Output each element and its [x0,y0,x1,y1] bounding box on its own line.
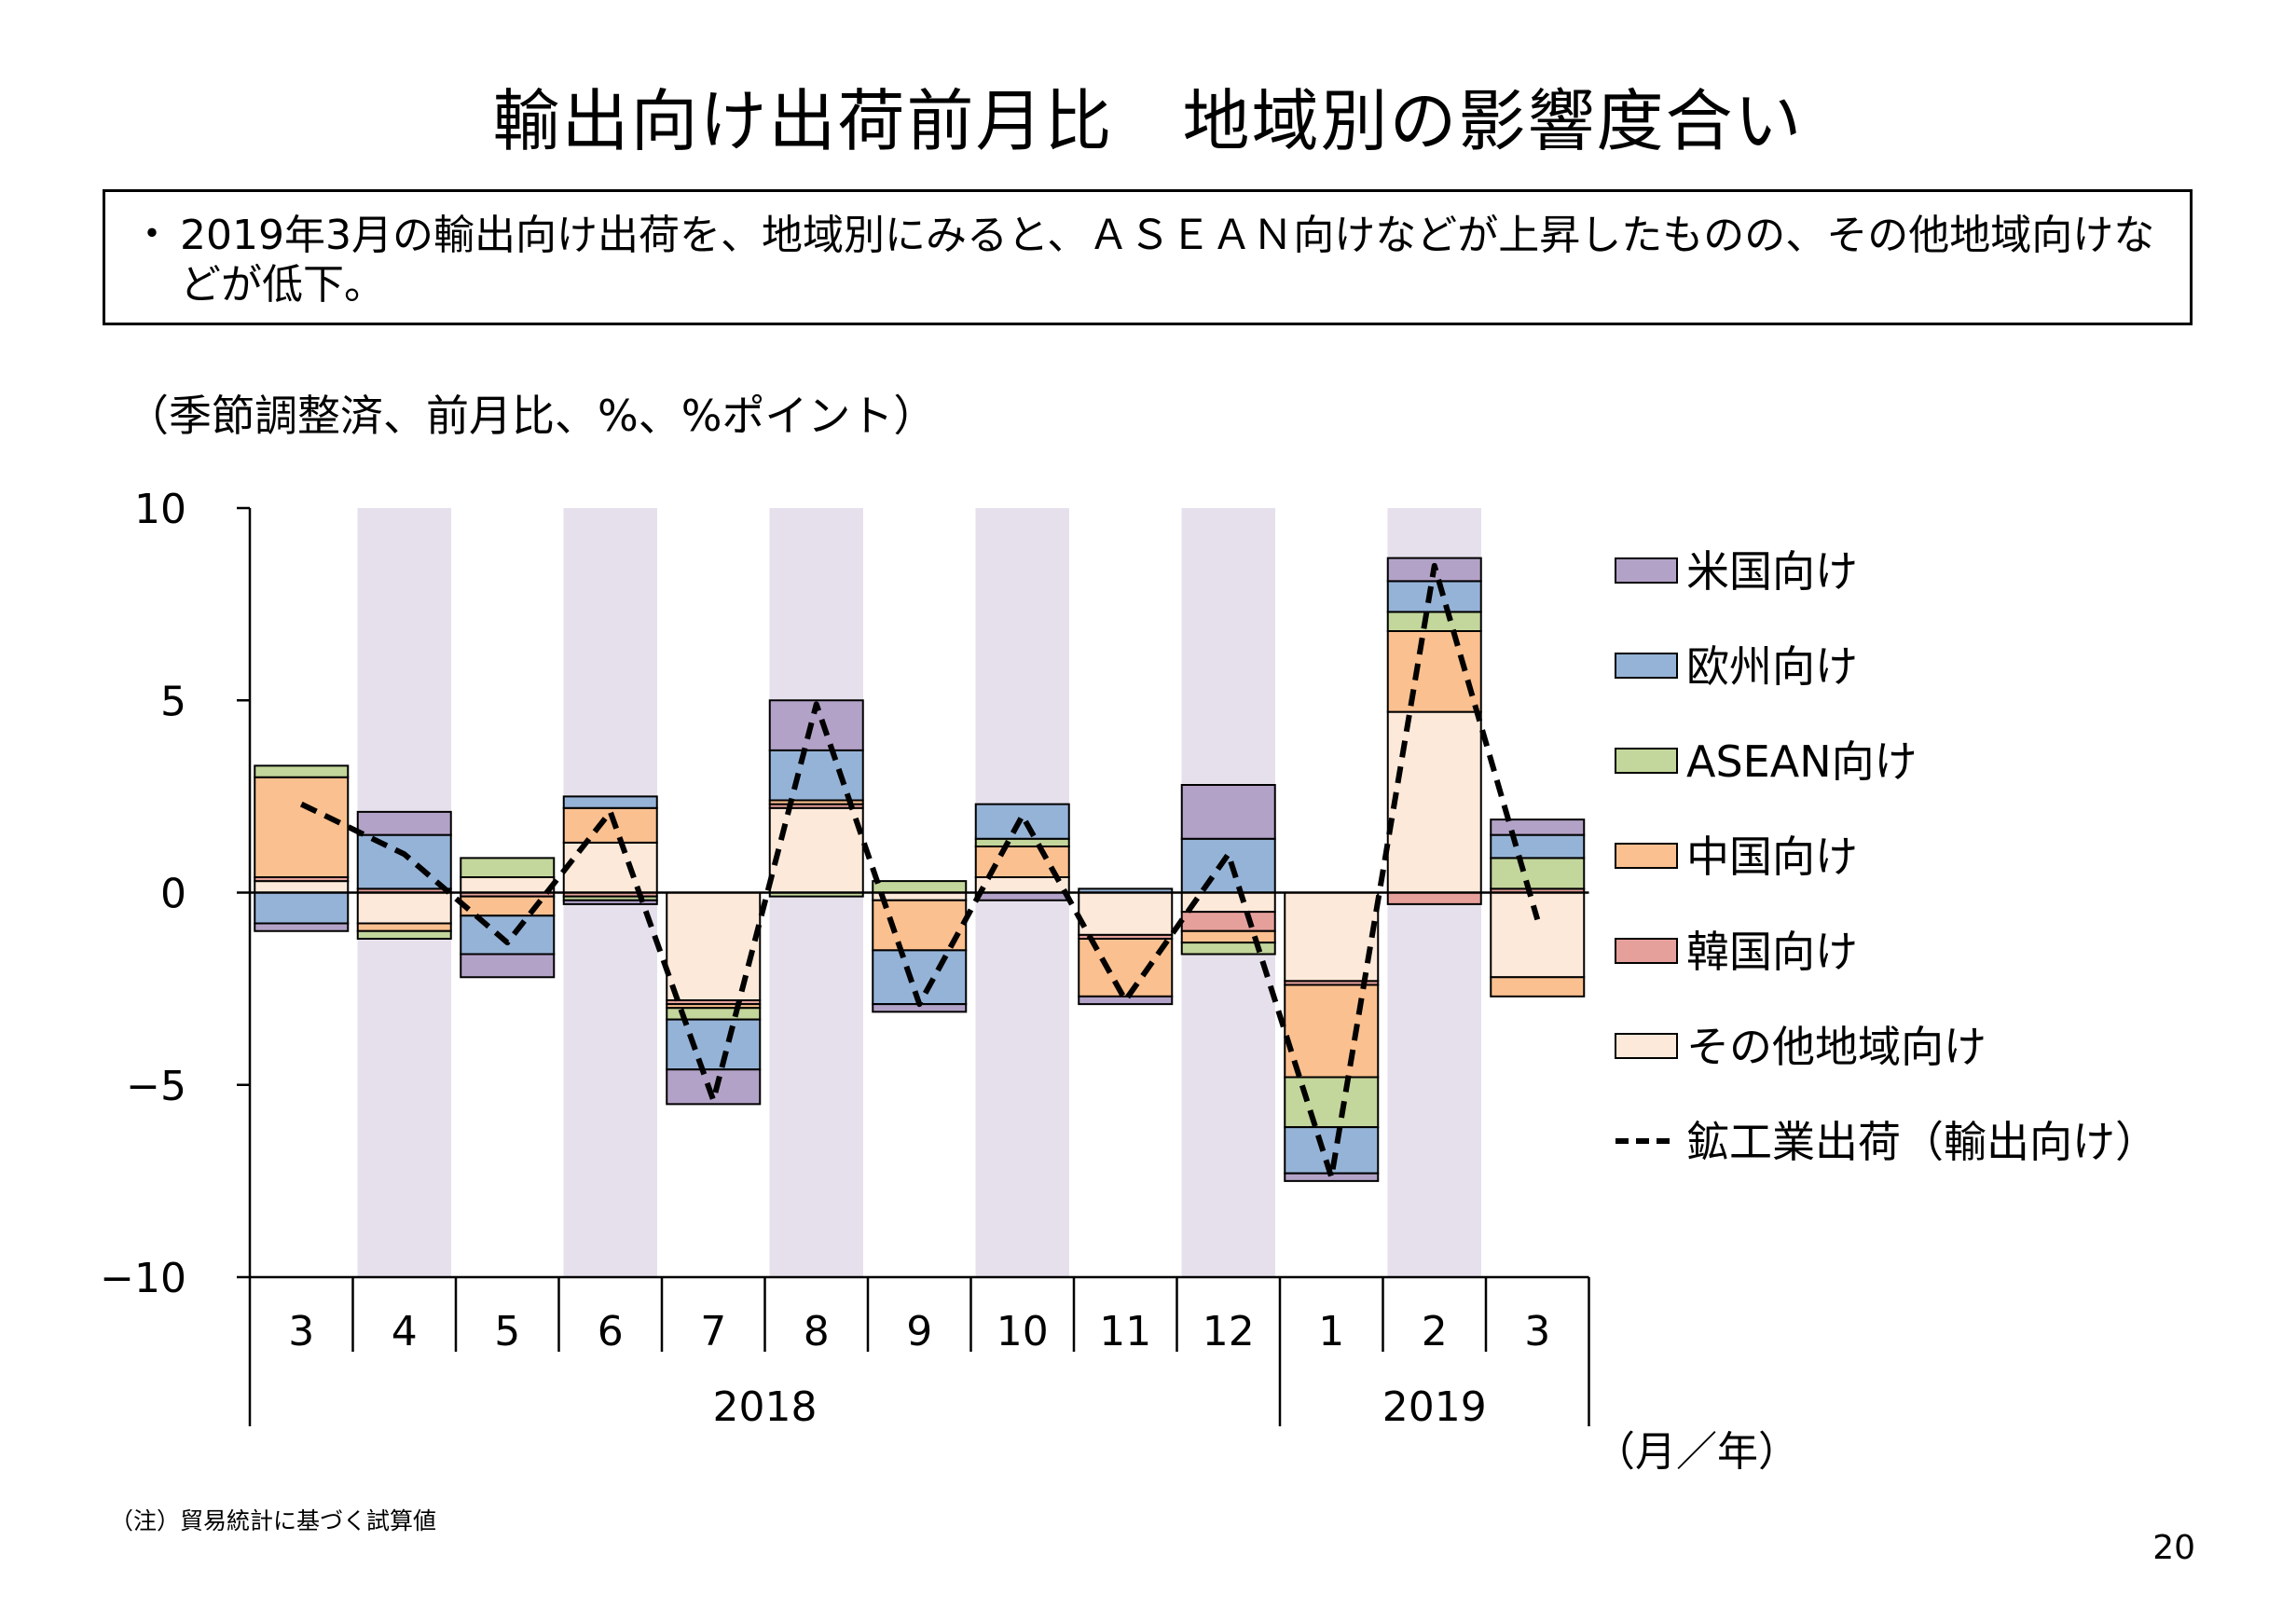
legend-label: 鉱工業出荷（輸出向け） [1686,1117,2158,1167]
bar-segment [1284,1076,1380,1129]
bar-segment [1386,580,1482,613]
bar-segment [356,922,452,932]
x-axis-unit-label: （月／年） [1594,1428,1799,1476]
bar-segment [1490,833,1586,860]
legend-label: ASEAN向け [1686,736,1918,787]
legend-swatch [1615,843,1678,869]
bar-segment [1386,630,1482,713]
summary-text: 2019年3月の輸出向け出荷を、地域別にみると、ＡＳＥＡＮ向けなどが上昇したもの… [180,212,2155,309]
line-series-exports [299,562,1541,1180]
bar-segment [562,899,658,905]
legend-swatch [1615,748,1678,774]
page-number: 20 [2152,1529,2195,1567]
bar-segment [1490,891,1586,979]
legend-label: 中国向け [1686,832,1858,882]
y-tick-label: 5 [160,678,186,725]
bar-segment [356,929,452,940]
legend-label: 米国向け [1686,546,1858,597]
bar-segment [1180,942,1276,956]
bar-segment [768,806,864,894]
x-tick-label: 5 [494,1308,520,1355]
bar-segment [254,922,350,932]
chart-unit-label: （季節調整済、前月比、%、%ポイント） [126,391,937,441]
bar-segment [1180,837,1276,894]
bar-segment [460,876,556,894]
y-tick-label: −5 [126,1063,186,1110]
bullet-marker: ・ [131,211,172,258]
x-tick-label: 12 [1203,1308,1255,1355]
legend-swatch [1615,653,1678,679]
bar-segment [1284,891,1380,983]
legend-swatch [1615,557,1678,584]
y-tick-label: −10 [100,1255,186,1302]
footnote: （注）貿易統計に基づく試算値 [110,1507,437,1534]
bar-layer [254,557,1586,1182]
bar-segment [1386,710,1482,894]
bar-segment [1180,784,1276,840]
axis-layer [237,506,1590,1426]
bar-segment [1490,857,1586,890]
y-tick-label: 10 [134,486,186,533]
x-tick-label: 2 [1422,1308,1448,1355]
bar-segment [1490,818,1586,836]
bar-segment [356,810,452,836]
bar-segment [666,1068,762,1106]
bar-segment [460,857,556,878]
summary-box: ・ 2019年3月の輸出向け出荷を、地域別にみると、ＡＳＥＡＮ向けなどが上昇した… [103,189,2193,325]
legend-swatch [1615,938,1678,964]
x-tick-label: 9 [906,1308,932,1355]
legend-label: 韓国向け [1686,927,1858,977]
x-tick-label: 6 [598,1308,624,1355]
bar-segment [768,749,864,802]
bar-segment [1078,995,1174,1006]
bar-segment [460,915,556,956]
bar-segment [1386,891,1482,905]
page-title: 輸出向け出荷前月比 地域別の影響度合い [492,82,1804,160]
bar-segment [1078,891,1174,936]
y-tick-label: 0 [160,871,186,918]
bar-segment [562,795,658,809]
legend-label: その他地域向け [1686,1022,1987,1072]
year-label: 2019 [1382,1383,1487,1431]
year-label: 2018 [713,1383,818,1431]
x-tick-label: 1 [1318,1308,1344,1355]
bar-segment [254,891,350,925]
bar-segment [666,1018,762,1071]
bar-segment [1386,611,1482,632]
bar-segment [872,949,968,1006]
bar-segment [1180,929,1276,944]
bar-segment [356,833,452,890]
bar-segment [974,803,1070,840]
line-layer [299,562,1541,1180]
bar-segment [356,891,452,925]
x-tick-label: 3 [1524,1308,1550,1355]
bar-segment [1490,976,1586,997]
bar-segment [460,895,556,917]
x-tick-label: 8 [804,1308,830,1355]
x-tick-label: 7 [700,1308,726,1355]
bar-segment [460,953,556,979]
bar-segment [254,764,350,778]
x-tick-label: 3 [288,1308,314,1355]
bar-segment [254,776,350,878]
legend-label: 欧州向け [1686,641,1858,692]
x-tick-label: 10 [997,1308,1049,1355]
x-tick-label: 4 [392,1308,418,1355]
bar-segment [974,837,1070,847]
bar-segment [872,880,968,894]
bar-segment [254,880,350,894]
bar-segment [1180,911,1276,932]
legend-swatch [1615,1033,1678,1059]
x-tick-label: 11 [1099,1308,1151,1355]
